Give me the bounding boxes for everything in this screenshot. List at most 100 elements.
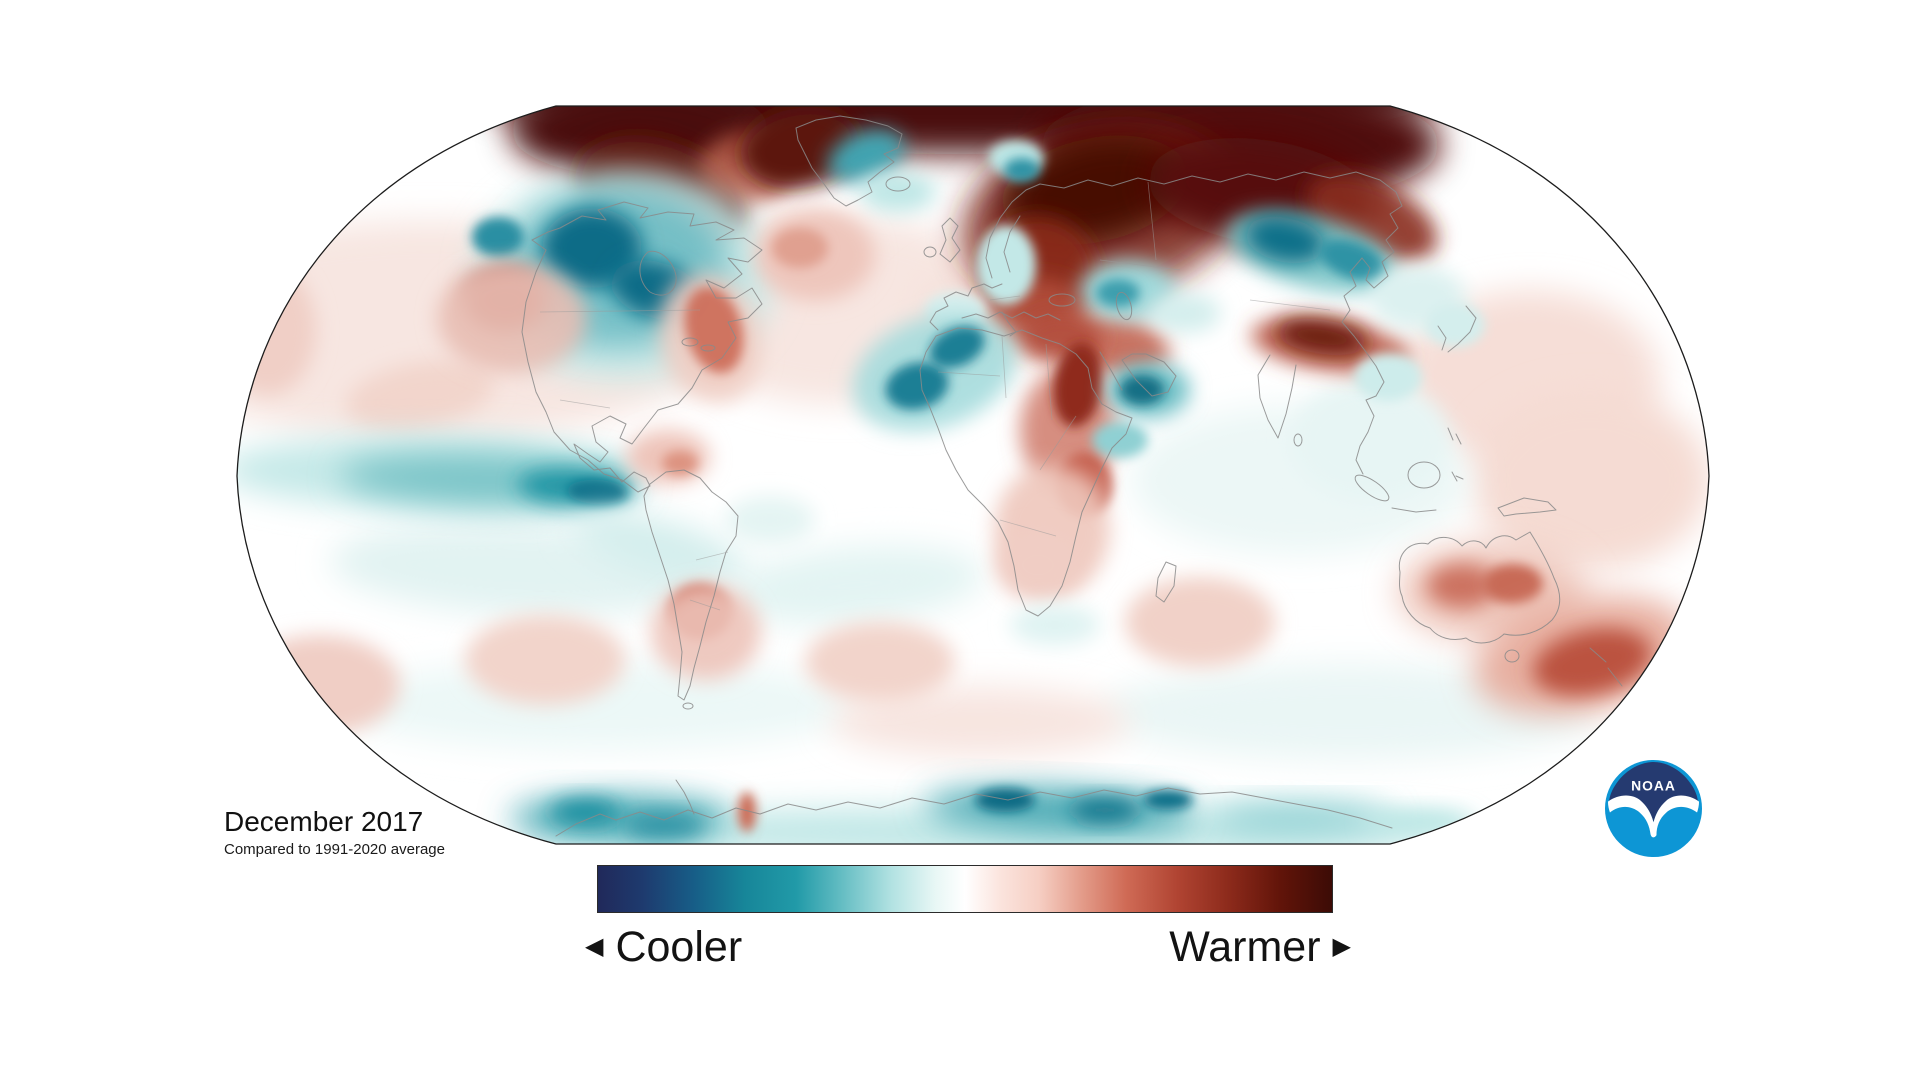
anomaly-scandinavia-cool	[976, 225, 1036, 305]
anomaly-barents-gap-core	[1004, 158, 1040, 182]
anomaly-spac-left-pink	[240, 635, 400, 735]
border-us-mexico	[559, 399, 611, 409]
coast-antarctica	[555, 787, 1393, 837]
anomaly-canada-cool-core-w	[542, 208, 642, 288]
anomaly-antarctic-cool-e-core1	[975, 788, 1035, 812]
border-south-america	[689, 551, 729, 611]
anomaly-tasman-warm-core	[1532, 628, 1652, 696]
anomaly-schina-cool	[1354, 353, 1422, 401]
country-borders	[539, 181, 1331, 611]
anomaly-australia-warm-core-e	[1483, 564, 1543, 604]
coast-australia	[1398, 531, 1561, 644]
seagull-icon	[1607, 795, 1700, 838]
coast-korea	[1437, 325, 1447, 351]
anomaly-nesiberia-cool-core	[1245, 216, 1325, 264]
coast-africa	[919, 327, 1133, 617]
anomaly-sahara-cool-core2	[929, 325, 985, 369]
lake-ontario	[700, 344, 716, 352]
map-baseline-label: Compared to 1991-2020 average	[224, 841, 445, 859]
coast-sri-lanka	[1293, 433, 1303, 447]
legend-warmer: Warmer ▶	[1169, 922, 1351, 971]
coast-uk	[939, 217, 961, 263]
anomaly-sahara-cool-core1	[885, 362, 949, 410]
anomaly-layer	[237, 106, 1709, 844]
coast-new-zealand	[1589, 647, 1623, 687]
anomaly-antarctic-cool-w-core2	[625, 814, 705, 838]
anomaly-seasia-cyan-tint	[1290, 380, 1450, 500]
border-europe	[989, 295, 1021, 301]
anomaly-antarctic-cool-fade2	[1365, 810, 1475, 834]
warmer-label: Warmer	[1169, 922, 1321, 971]
anomaly-tibet-warm-core	[1276, 318, 1368, 356]
black-sea	[1048, 293, 1076, 307]
anomaly-cpac-pink-tint	[1470, 390, 1709, 570]
anomaly-antarctic-cool-w-core1	[550, 799, 620, 825]
coast-tasmania	[1504, 649, 1520, 663]
coast-antarctic-peninsula	[675, 779, 695, 815]
anomaly-satl-cyan-tint	[725, 545, 985, 625]
border-asia-1	[1099, 181, 1331, 311]
colorbar	[597, 865, 1333, 913]
coast-madagascar	[1155, 561, 1177, 603]
anomaly-sudan-warm-core	[1053, 343, 1103, 427]
coast-chukotka-kamchatka	[1361, 191, 1403, 289]
coast-philippines	[1447, 427, 1462, 445]
anomaly-us-southwest-warm-halo	[437, 263, 587, 373]
anomaly-yemen-cool-core	[1120, 375, 1164, 405]
noaa-logo-text: NOAA	[1631, 778, 1676, 794]
coast-japan	[1447, 305, 1477, 353]
anomaly-nesiberia-cool-core2	[1319, 239, 1385, 281]
anomaly-amazon-cool	[725, 496, 815, 544]
noaa-logo: NOAA	[1604, 759, 1703, 858]
map-outline	[236, 105, 1710, 845]
legend-cooler: ◀ Cooler	[585, 925, 742, 969]
coast-greenland	[795, 115, 903, 207]
coast-hudson-bay	[639, 250, 677, 296]
coast-sulawesi	[1451, 471, 1464, 482]
anomaly-venezuela-warm-core	[662, 451, 698, 475]
map-date-label: December 2017	[224, 806, 424, 837]
coast-east-asia	[1341, 257, 1385, 475]
coast-india	[1257, 354, 1297, 439]
caspian-sea	[1115, 291, 1133, 321]
anomaly-useast-warm-core	[684, 286, 744, 374]
coast-arabia	[1121, 353, 1177, 397]
anomaly-satl-pink	[805, 622, 955, 702]
anomaly-left-edge-pink	[237, 265, 316, 395]
anomaly-pacnw-cool	[472, 217, 524, 257]
border-us-canada	[539, 309, 701, 313]
anomaly-antarctic-cool-fade1	[1210, 803, 1390, 833]
anomaly-japan-cool	[1425, 303, 1485, 347]
lake-superior	[681, 337, 699, 347]
coast-eurasia-arctic	[1039, 171, 1397, 193]
title-block: December 2017 Compared to 1991-2020 aver…	[224, 806, 445, 858]
anomaly-antarctic-cool-w	[510, 796, 730, 840]
anomaly-antarctic-cool-e-core2	[1070, 798, 1140, 822]
coast-north-america	[521, 201, 763, 493]
coast-red-sea	[1099, 351, 1123, 391]
coast-baltic	[1003, 215, 1021, 273]
anomaly-schile-pink	[465, 615, 625, 705]
coast-south-america	[643, 469, 739, 701]
anomaly-antarctic-warm-streak	[738, 792, 756, 832]
anomaly-sam-warm-halo	[651, 584, 761, 680]
coast-west-europe	[929, 283, 1003, 331]
coast-new-guinea	[1497, 497, 1557, 517]
anomaly-centralasia-cool	[1149, 293, 1221, 333]
right-arrow-icon: ▶	[1332, 933, 1351, 960]
anomaly-natlantic-warm-core	[772, 228, 828, 268]
anomaly-egreenland-cool	[827, 129, 905, 183]
coast-java	[1391, 507, 1437, 513]
anomaly-safrica-tip-cool	[1010, 605, 1100, 645]
left-arrow-icon: ◀	[585, 933, 604, 960]
anomaly-enso-band-deep	[567, 479, 627, 505]
anomaly-sindian-pink	[1125, 577, 1275, 667]
noaa-logo-sky	[1608, 761, 1699, 823]
anomaly-southern-pink-patch	[830, 687, 1130, 757]
colorbar-legend: ◀ Cooler Warmer ▶	[585, 918, 1351, 976]
anomaly-southern-cyan-tint-e	[1100, 664, 1600, 760]
anomaly-nepac-pink	[345, 360, 495, 430]
tierra-del-fuego	[682, 702, 694, 710]
coastlines	[521, 115, 1623, 837]
